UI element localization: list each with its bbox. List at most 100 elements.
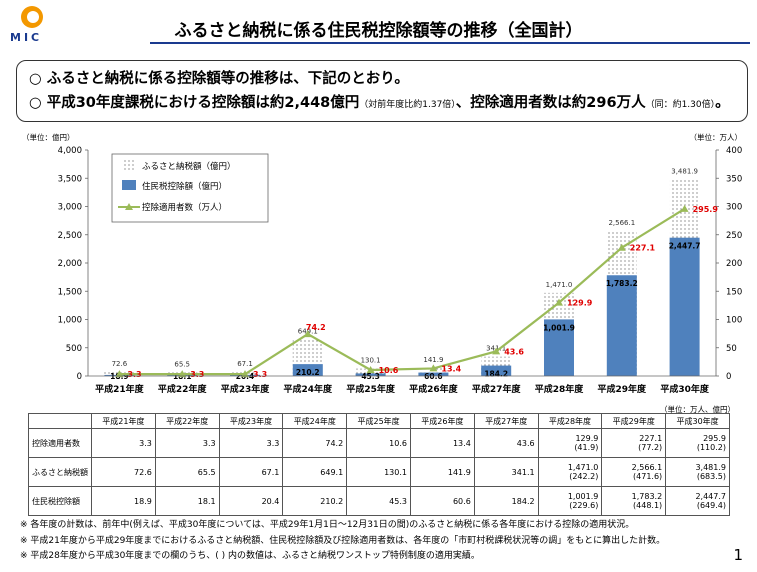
y2-tick-label: 50 <box>726 344 737 354</box>
deduction-label: 2,447.7 <box>669 242 701 251</box>
table-cell-value: 60.6 <box>452 496 471 506</box>
title-underline <box>150 42 750 44</box>
y2-tick-label: 200 <box>726 259 742 269</box>
table-cell-value: 210.2 <box>320 496 344 506</box>
deduction-label: 1,001.9 <box>543 323 575 332</box>
users-label: 10.6 <box>379 366 399 375</box>
table-row-label: ふるさと納税額 <box>28 457 92 487</box>
x-tick-label: 平成23年度 <box>221 383 271 395</box>
table-cell-value: 3.3 <box>202 438 216 448</box>
summary-line-1: ○ ふるさと納税に係る控除額等の推移は、下記のとおり。 <box>29 71 409 87</box>
table-row: ふるさと納税額 72.6 65.5 67.1 649.1 130.1 141.9 341.1 1… <box>28 457 730 487</box>
table-cell-value: 1,471.0 <box>567 463 599 472</box>
note-2: ※ 平成21年度から平成29年度までにおけるふるさと納税額、住民税控除額及び控除… <box>20 535 666 546</box>
table-cell-value: 65.5 <box>197 467 216 477</box>
donation-label: 3,481.9 <box>671 167 698 175</box>
summary-line-2-note2: （同：約1.30倍） <box>645 100 716 110</box>
table-row-label: 住民税控除額 <box>28 486 92 516</box>
table-cell: 649.1 <box>282 457 348 487</box>
table-cell: 2,566.1 (471.6) <box>601 457 667 487</box>
table-cell-subvalue: (649.4) <box>696 501 726 510</box>
y2-tick-label: 150 <box>726 287 742 297</box>
table-cell-value: 18.9 <box>133 496 152 506</box>
table-cell: 43.6 <box>473 428 539 458</box>
donation-label: 2,566.1 <box>608 219 635 227</box>
table-cell: 2,447.7 (649.4) <box>665 486 730 516</box>
users-point <box>492 347 501 355</box>
deduction-label: 60.6 <box>424 372 443 381</box>
donation-label: 65.5 <box>174 360 190 368</box>
legend-label-deduction: 住民税控除額（億円） <box>142 181 227 192</box>
table-cell: 129.9 (41.9) <box>537 428 603 458</box>
deduction-bar <box>292 364 323 376</box>
y-tick-label: 2,000 <box>58 259 82 269</box>
x-tick-label: 平成26年度 <box>409 383 459 395</box>
table-cell-subvalue: (41.9) <box>574 443 599 452</box>
users-label: 3.3 <box>190 370 204 379</box>
table-cell-value: 3.3 <box>266 438 280 448</box>
deduction-label: 210.2 <box>296 368 320 377</box>
table-cell-subvalue: (110.2) <box>696 443 726 452</box>
users-point <box>617 243 626 251</box>
table-row-label: 控除適用者数 <box>28 428 92 458</box>
table-cell: 3.3 <box>154 428 220 458</box>
legend-marker-users <box>125 203 133 210</box>
table-cell-value: 2,447.7 <box>695 492 726 501</box>
table-cell: 74.2 <box>282 428 348 458</box>
table-cell: 1,001.9 (229.6) <box>537 486 603 516</box>
table-cell: 227.1 (77.2) <box>601 428 667 458</box>
table-cell-value: 18.1 <box>197 496 216 506</box>
chart: （単位：億円） （単位：万人）05001,0001,5002,0002,5003,… <box>22 132 743 395</box>
y-tick-label: 0 <box>77 372 82 382</box>
users-point <box>680 204 689 212</box>
summary-line-2-main: ○ 平成30年度課税における控除額は約2,448億円 <box>29 95 360 111</box>
table-header-cell: 平成30年度 <box>665 413 730 429</box>
deduction-label: 184.2 <box>484 370 508 379</box>
logo-inner-icon <box>27 11 39 23</box>
table-cell: 10.6 <box>346 428 411 458</box>
summary-box: ○ ふるさと納税に係る控除額等の推移は、下記のとおり。 ○ 平成30年度課税にお… <box>16 60 748 122</box>
legend-label-users: 控除適用者数（万人） <box>142 202 227 213</box>
legend-swatch-donation <box>122 160 136 172</box>
table-cell-value: 2,566.1 <box>631 463 663 472</box>
table-cell: 13.4 <box>409 428 475 458</box>
table-cell-subvalue: (229.6) <box>569 501 599 510</box>
table-cell-value: 1,001.9 <box>567 492 599 501</box>
donation-label: 1,471.0 <box>546 281 573 289</box>
y-tick-label: 4,000 <box>58 146 82 156</box>
note-3: ※ 平成28年度から平成30年度までの欄のうち、( ) 内の数値は、ふるさと納税… <box>20 551 480 561</box>
x-tick-label: 平成28年度 <box>535 383 585 395</box>
table-cell-value: 130.1 <box>384 467 407 477</box>
y-tick-label: 2,500 <box>58 231 82 241</box>
x-tick-label: 平成27年度 <box>472 383 522 395</box>
table-cell: 184.2 <box>473 486 539 516</box>
table-cell-value: 184.2 <box>511 496 535 506</box>
deduction-bar <box>355 373 386 376</box>
y2-tick-label: 0 <box>726 372 731 382</box>
donation-label: 130.1 <box>361 357 381 365</box>
notes: ※ 各年度の計数は、前年中(例えば、平成30年度については、平成29年1月1日～… <box>20 518 665 565</box>
y-tick-label: 1,000 <box>58 316 82 326</box>
legend-swatch-deduction <box>122 180 136 190</box>
table-cell-subvalue: (683.5) <box>696 472 726 481</box>
data-table: 平成21年度 平成22年度 平成23年度 平成24年度 平成25年度 平成26年度 平成27… <box>28 413 730 516</box>
table-cell-subvalue: (77.2) <box>638 443 663 452</box>
table-cell: 341.1 <box>473 457 539 487</box>
donation-label: 141.9 <box>423 356 443 364</box>
y2-axis-unit: （単位：万人） <box>690 132 743 142</box>
y2-tick-label: 350 <box>726 174 742 184</box>
table-header-cell: 平成28年度 <box>537 413 603 429</box>
table-cell: 3.3 <box>91 428 156 458</box>
users-point <box>366 366 375 374</box>
y-axis-unit: （単位：億円） <box>22 132 75 142</box>
table-cell: 210.2 <box>282 486 348 516</box>
table-header-cell: 平成23年度 <box>218 413 284 429</box>
y-tick-label: 3,500 <box>58 174 82 184</box>
logo-text: MIC <box>10 31 43 44</box>
table-cell-value: 74.2 <box>325 438 344 448</box>
users-point <box>241 370 249 378</box>
mic-logo: MIC <box>6 4 58 48</box>
table-header-cell: 平成27年度 <box>473 413 539 429</box>
users-label: 227.1 <box>630 244 656 253</box>
users-point <box>429 364 438 372</box>
